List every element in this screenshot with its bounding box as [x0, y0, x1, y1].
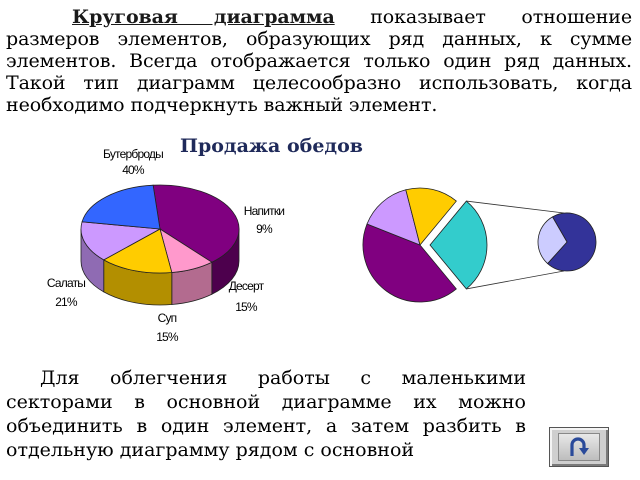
intro-paragraph: Круговая диаграмма показывает отношение … — [6, 6, 632, 116]
chart-title: Продажа обедов — [180, 135, 363, 157]
pie3d-category-label: Бутерброды — [103, 147, 163, 161]
pie-of-pie-main-slice-4 — [429, 200, 488, 290]
pie-of-pie-main-slice-3 — [405, 187, 457, 246]
pie3d-slice-5 — [81, 184, 161, 230]
pie3d-category-label: Напитки — [244, 204, 284, 218]
pie-of-pie-main-slice-2 — [366, 189, 421, 246]
pie3d-slice-1 — [152, 184, 240, 263]
connector-line-top — [466, 200, 565, 214]
pie3d-slice-4 — [80, 221, 162, 261]
pie-chart-term: Круговая диаграмма — [72, 6, 335, 28]
tip-paragraph: Для облегчения работы с маленькими секто… — [6, 367, 526, 461]
pie-3d-chart: Бутерброды 40% Напитки 9% Десерт 15% Суп 15% Сал… — [47, 147, 285, 344]
intro-paragraph-text: показывает отношение размеров элементов,… — [6, 6, 632, 116]
pie3d-value-label: 21% — [55, 295, 78, 309]
pie3d-value-label: 15% — [235, 300, 258, 314]
connector-line-bottom — [466, 270, 565, 290]
pie3d-value-label: 40% — [122, 163, 145, 177]
pie-of-pie-main-slice-1 — [362, 223, 457, 303]
pie-of-pie-chart — [362, 187, 597, 303]
pie3d-value-label: 9% — [256, 222, 273, 236]
u-turn-arrow-icon — [570, 437, 589, 456]
pie3d-category-label: Суп — [158, 311, 177, 325]
back-button-face — [558, 433, 600, 461]
pie-of-pie-secondary-slice-1 — [547, 212, 597, 272]
pie-of-pie-secondary-slice-2 — [537, 216, 568, 265]
pie3d-value-label: 15% — [156, 330, 179, 344]
pie3d-slice-3 — [102, 228, 173, 274]
back-button[interactable] — [549, 427, 609, 467]
pie3d-category-label: Салаты — [47, 276, 85, 290]
pie3d-category-label: Десерт — [229, 279, 265, 293]
